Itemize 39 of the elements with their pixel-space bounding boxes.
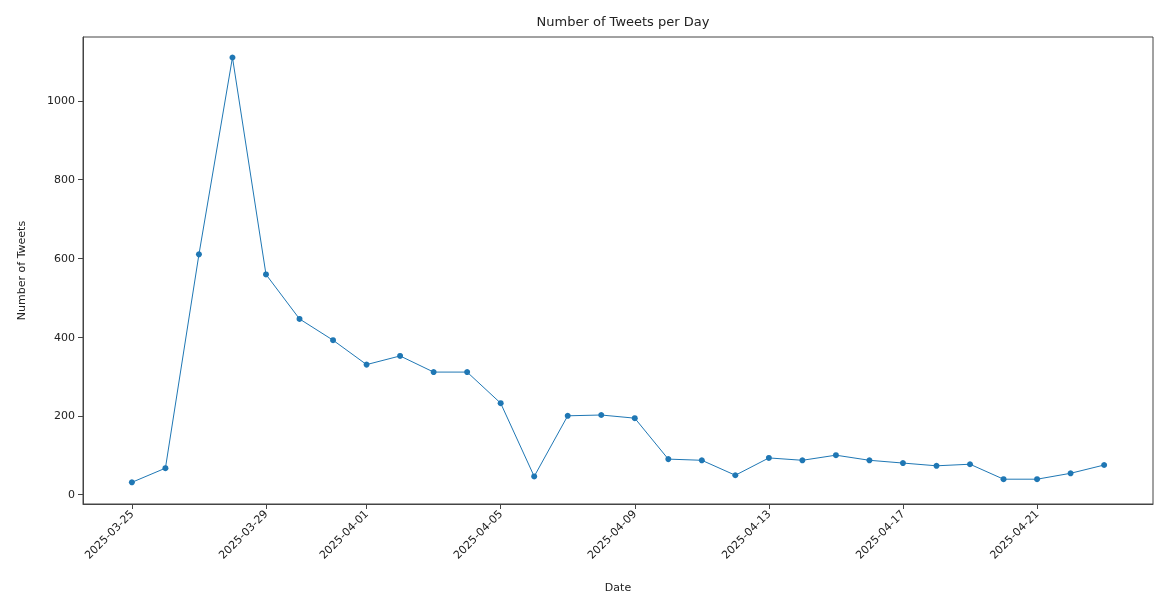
y-axis-title: Number of Tweets [15,220,28,321]
point [631,415,638,422]
y-tick-label: 200 [54,409,75,423]
point [162,465,169,472]
point [195,251,202,258]
point [564,412,571,419]
point [832,452,839,459]
point [967,461,974,468]
point [866,457,873,464]
point [598,412,605,419]
y-tick-label: 400 [54,330,75,344]
point [1101,462,1108,469]
point [397,352,404,359]
point [430,369,437,376]
point [1000,476,1007,483]
point [799,457,806,464]
point [363,361,370,368]
y-tick-label: 1000 [47,94,75,108]
point [128,479,135,486]
point [732,472,739,479]
point [1034,476,1041,483]
y-tick-label: 600 [54,251,75,265]
chart-title: Number of Tweets per Day [536,14,710,29]
point [933,462,940,469]
point [531,473,538,480]
point [464,369,471,376]
y-tick-label: 800 [54,173,75,187]
point [1067,470,1074,477]
point [899,460,906,467]
point [330,337,337,344]
point [698,457,705,464]
point [296,315,303,322]
point [497,400,504,407]
point [765,454,772,461]
x-axis-title: Date [604,581,632,594]
point [229,54,236,61]
point [665,456,672,463]
point [263,271,269,278]
y-tick-label: 0 [68,488,75,502]
